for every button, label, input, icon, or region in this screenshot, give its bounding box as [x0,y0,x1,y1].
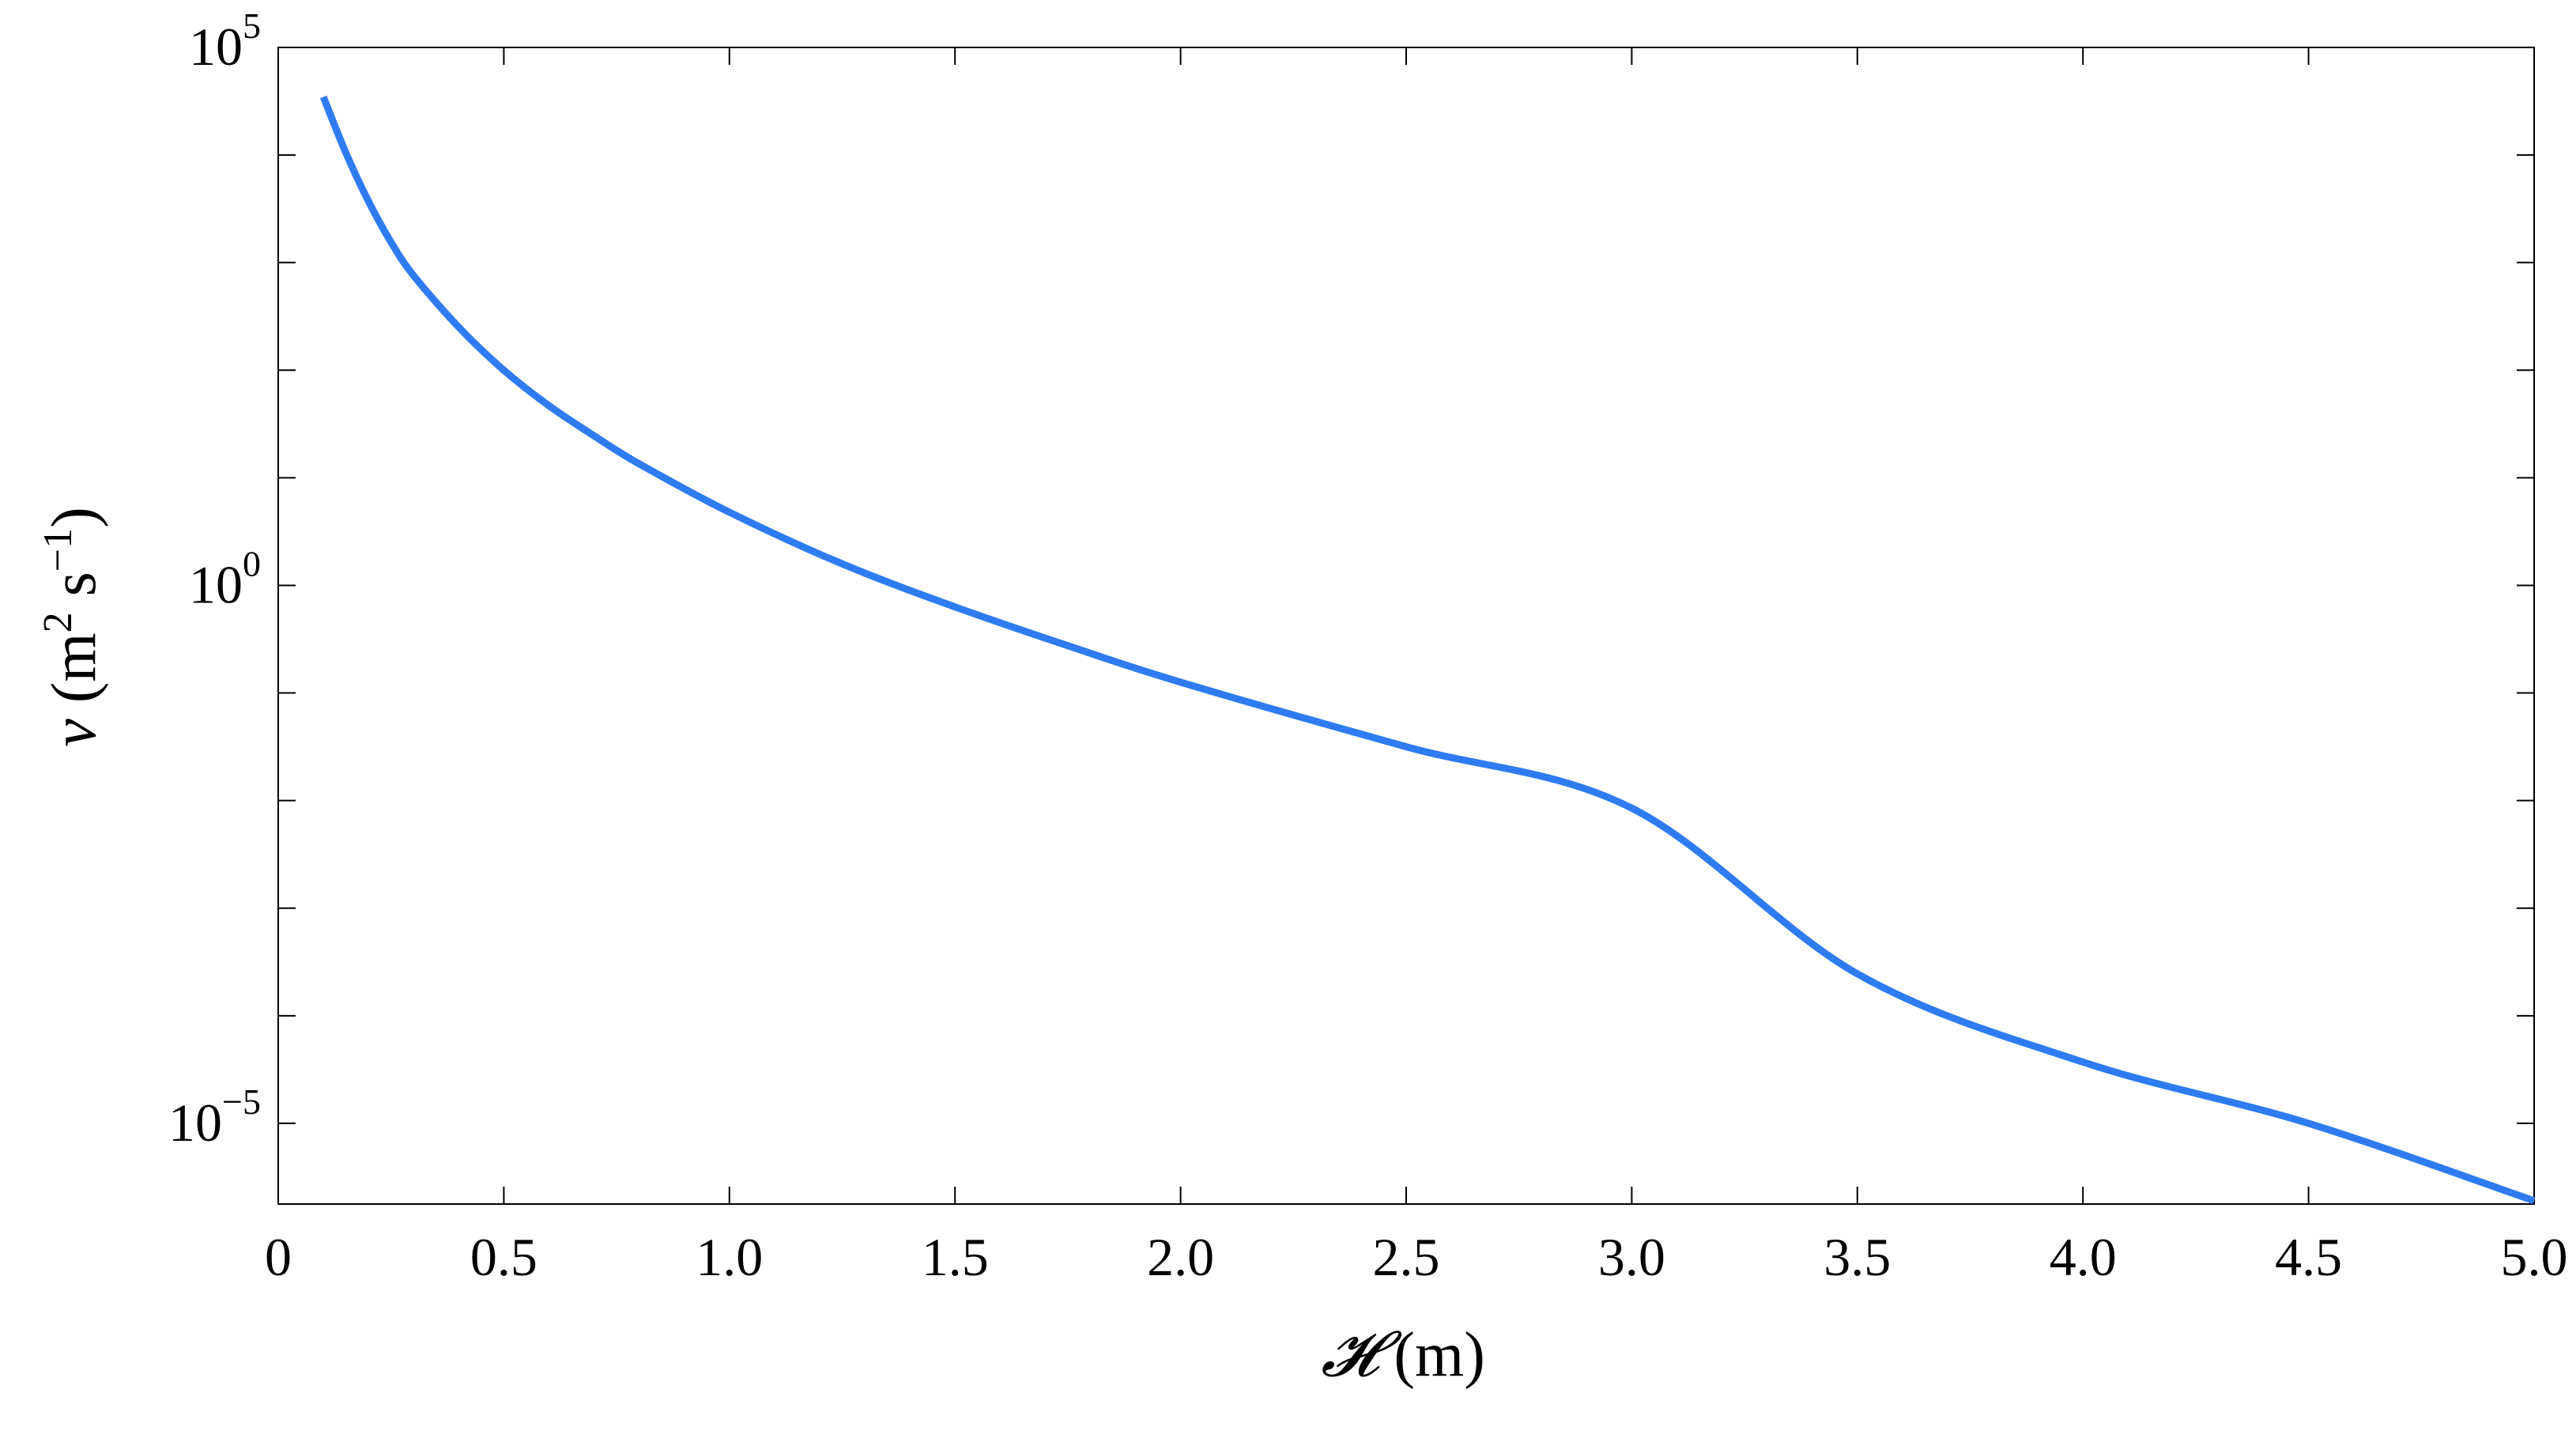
y-axis-unit-close: ) [40,507,109,528]
y-axis-symbol: ν [40,719,109,747]
x-tick-label: 2.5 [1373,1227,1440,1287]
x-axis-label: 𝓗 (m) [1321,1320,1485,1390]
x-tick-label: 1.5 [922,1227,989,1287]
x-tick-label: 1.0 [696,1227,763,1287]
y-tick-label: 100 [189,543,261,614]
x-axis-unit: (m) [1378,1320,1485,1390]
y-axis-unit-s: s [40,572,109,612]
x-tick-label: 0.5 [470,1227,537,1287]
plot-frame [277,47,2535,1205]
x-tick-label: 4.5 [2275,1227,2342,1287]
y-axis-unit-sq: 2 [36,612,81,632]
y-axis-label: ν (m2 s−1) [36,507,109,747]
y-axis-unit-open: (m [40,632,109,719]
x-tick-label: 2.0 [1147,1227,1214,1287]
y-tick-label: 105 [189,6,261,77]
x-tick-label: 5.0 [2501,1227,2568,1287]
x-tick-label: 3.0 [1598,1227,1665,1287]
x-tick-label: 3.5 [1824,1227,1891,1287]
series-line [319,95,2536,1205]
x-tick-label: 4.0 [2050,1227,2117,1287]
y-tick-label: 10−5 [168,1082,261,1153]
y-axis-unit-exp: −1 [36,528,81,572]
x-tick-label: 0 [265,1227,292,1287]
